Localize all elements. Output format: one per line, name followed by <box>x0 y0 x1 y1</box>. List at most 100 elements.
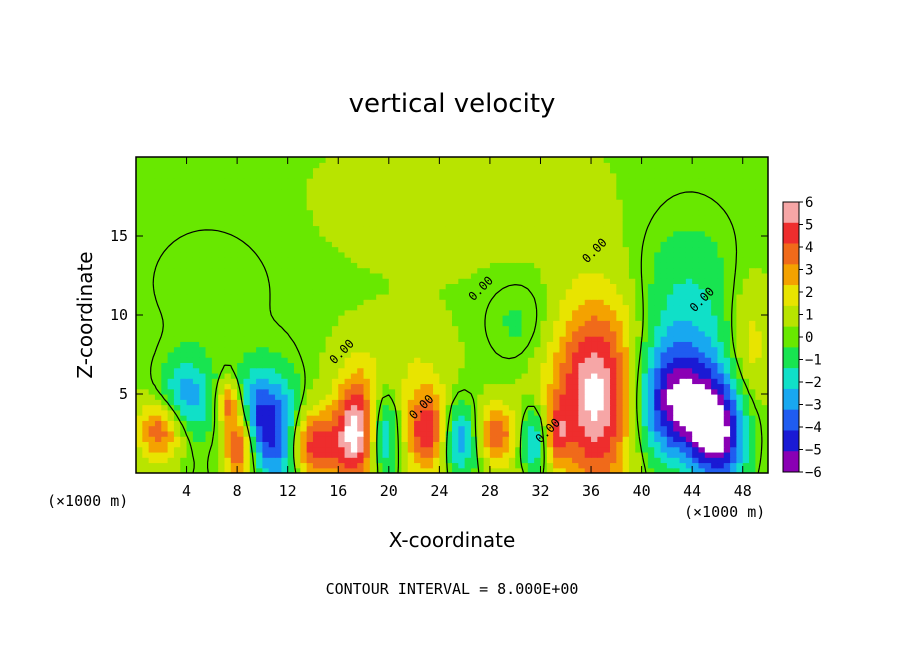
heatmap-cell <box>660 367 668 374</box>
heatmap-cell <box>711 425 719 432</box>
heatmap-cell <box>395 388 403 395</box>
heatmap-cell <box>508 225 516 232</box>
heatmap-cell <box>730 241 737 248</box>
heatmap-cell <box>508 272 516 279</box>
heatmap-cell <box>559 367 567 374</box>
heatmap-cell <box>300 293 308 300</box>
heatmap-cell <box>243 399 251 406</box>
heatmap-cell <box>186 394 194 400</box>
heatmap-cell <box>723 236 731 242</box>
heatmap-cell <box>578 415 586 421</box>
heatmap-cell <box>243 446 251 453</box>
heatmap-cell <box>515 262 523 269</box>
heatmap-cell <box>249 341 257 348</box>
heatmap-cell <box>540 341 548 348</box>
heatmap-cell <box>338 330 346 337</box>
heatmap-cell <box>597 241 605 248</box>
heatmap-cell <box>439 467 447 473</box>
heatmap-cell <box>723 420 731 427</box>
heatmap-cell <box>414 394 421 400</box>
heatmap-cell <box>344 315 352 321</box>
heatmap-cell <box>199 293 207 300</box>
heatmap-cell <box>704 320 712 327</box>
heatmap-cell <box>243 251 251 258</box>
heatmap-cell <box>161 283 169 290</box>
heatmap-cell <box>698 341 706 348</box>
heatmap-cell <box>338 241 346 248</box>
heatmap-cell <box>369 225 377 232</box>
heatmap-cell <box>603 241 611 248</box>
heatmap-cell <box>635 436 643 442</box>
heatmap-cell <box>698 441 706 448</box>
heatmap-cell <box>508 451 516 458</box>
heatmap-cell <box>142 388 150 395</box>
heatmap-cell <box>711 346 719 353</box>
heatmap-cell <box>331 399 339 406</box>
heatmap-cell <box>287 267 295 274</box>
heatmap-cell <box>540 283 548 290</box>
heatmap-cell <box>148 325 156 332</box>
heatmap-cell <box>755 241 763 248</box>
heatmap-cell <box>610 436 617 442</box>
heatmap-cell <box>508 262 516 269</box>
heatmap-cell <box>565 299 573 306</box>
heatmap-cell <box>344 372 352 379</box>
heatmap-cell <box>685 404 693 411</box>
heatmap-cell <box>426 330 434 337</box>
heatmap-cell <box>616 225 624 232</box>
heatmap-cell <box>502 346 510 353</box>
heatmap-cell <box>628 451 636 458</box>
heatmap-cell <box>483 441 491 448</box>
heatmap-cell <box>483 236 491 242</box>
heatmap-cell <box>622 362 630 369</box>
heatmap-cell <box>312 346 320 353</box>
heatmap-cell <box>723 346 731 353</box>
heatmap-cell <box>717 315 725 321</box>
heatmap-cell <box>281 425 289 432</box>
heatmap-cell <box>154 225 162 232</box>
heatmap-cell <box>685 441 693 448</box>
heatmap-cell <box>395 415 403 421</box>
heatmap-cell <box>692 346 700 353</box>
heatmap-cell <box>262 341 270 348</box>
heatmap-cell <box>224 399 232 406</box>
heatmap-cell <box>414 336 421 342</box>
heatmap-cell <box>445 430 453 437</box>
heatmap-cell <box>300 420 308 427</box>
heatmap-cell <box>534 388 542 395</box>
heatmap-cell <box>218 341 226 348</box>
heatmap-cell <box>584 272 592 279</box>
heatmap-cell <box>281 367 289 374</box>
heatmap-cell <box>344 415 352 421</box>
heatmap-cell <box>553 315 561 321</box>
heatmap-cell <box>521 246 529 253</box>
heatmap-cell <box>666 320 674 327</box>
heatmap-cell <box>161 446 169 453</box>
heatmap-cell <box>325 230 333 237</box>
heatmap-cell <box>458 251 466 258</box>
heatmap-cell <box>628 278 636 284</box>
heatmap-cell <box>136 399 143 406</box>
heatmap-cell <box>616 362 624 369</box>
heatmap-cell <box>540 304 548 311</box>
heatmap-cell <box>736 436 744 442</box>
heatmap-cell <box>407 451 415 458</box>
heatmap-cell <box>154 325 162 332</box>
heatmap-cell <box>521 293 529 300</box>
heatmap-cell <box>414 367 421 374</box>
heatmap-cell <box>578 283 586 290</box>
heatmap-cell <box>723 304 731 311</box>
heatmap-cell <box>553 441 561 448</box>
heatmap-cell <box>275 362 282 369</box>
heatmap-cell <box>698 446 706 453</box>
heatmap-cell <box>376 257 384 263</box>
heatmap-cell <box>515 430 523 437</box>
heatmap-cell <box>584 267 592 274</box>
heatmap-cell <box>452 372 459 379</box>
heatmap-cell <box>458 293 466 300</box>
heatmap-cell <box>647 220 655 227</box>
heatmap-cell <box>148 309 156 316</box>
heatmap-cell <box>275 267 282 274</box>
heatmap-cell <box>666 283 674 290</box>
heatmap-cell <box>635 451 643 458</box>
